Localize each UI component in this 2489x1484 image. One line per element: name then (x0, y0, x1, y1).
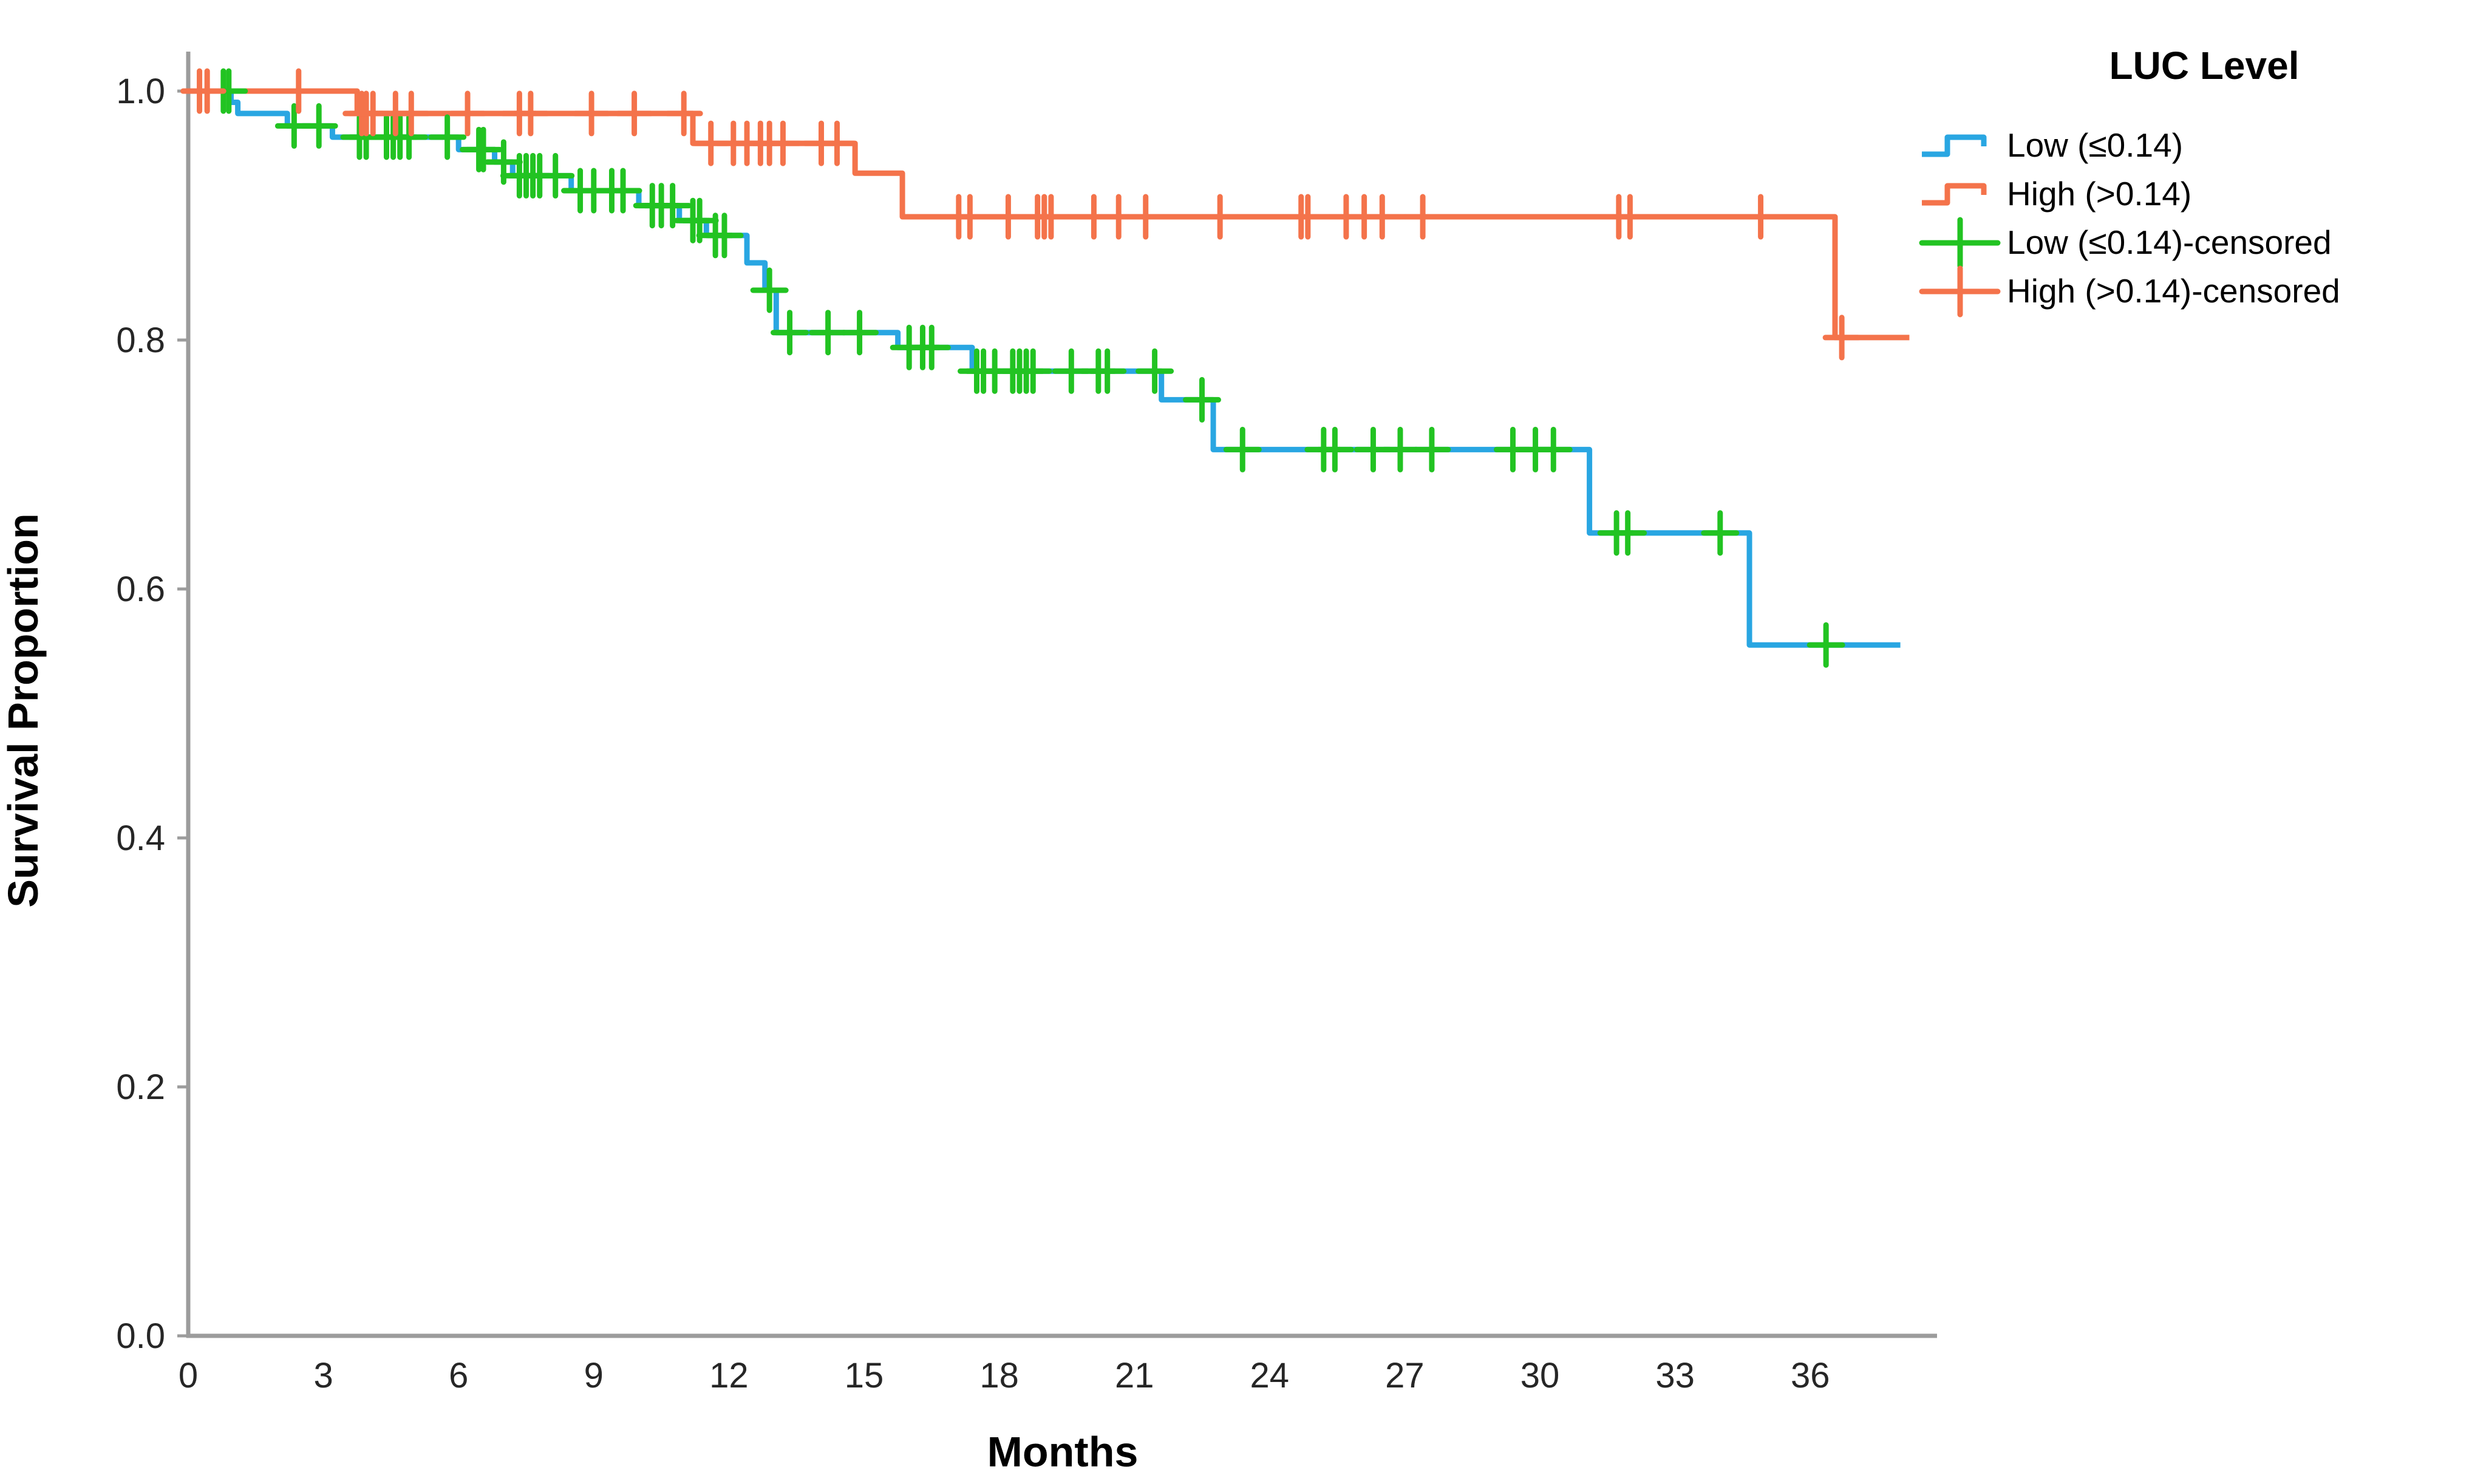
x-tick-label: 21 (1115, 1356, 1154, 1395)
legend-key-step-icon (1922, 134, 1987, 157)
legend-label-low: Low (≤0.14) (2007, 126, 2183, 164)
legend: LUC Level Low (≤0.14) High (>0.14) Low (… (1919, 44, 2340, 318)
x-tick-labels: 0 3 6 9 12 15 18 21 24 27 30 33 36 (179, 1356, 1830, 1395)
x-tick-label: 24 (1250, 1356, 1290, 1395)
y-tick-label: 0.0 (116, 1316, 165, 1356)
y-tick-label: 1.0 (116, 72, 165, 111)
x-axis-title: Months (987, 1428, 1139, 1475)
series-high-censor-marks (180, 68, 1861, 361)
x-tick-label: 9 (584, 1356, 604, 1395)
legend-label-low-censored: Low (≤0.14)-censored (2007, 223, 2332, 261)
x-tick-label: 12 (709, 1356, 749, 1395)
series-high-curve (188, 88, 1910, 341)
x-tick-label: 6 (449, 1356, 468, 1395)
plot-area: 1.00.80.60.40.20.0 0 3 6 9 12 15 18 21 24 27 30 33 3… (116, 52, 1937, 1395)
x-tick-label: 3 (313, 1356, 333, 1395)
x-tick-label: 18 (979, 1356, 1019, 1395)
y-tick-label: 0.4 (116, 819, 165, 858)
legend-label-high: High (>0.14) (2007, 175, 2191, 213)
legend-keys (1919, 134, 2001, 318)
low-series-path (188, 88, 1901, 648)
series-low-censor-marks (204, 68, 1845, 668)
x-tick-label: 27 (1385, 1356, 1425, 1395)
high-series-path (188, 88, 1910, 341)
y-tick-label: 0.6 (116, 570, 165, 609)
x-tick-label: 15 (845, 1356, 884, 1395)
y-tick-labels: 1.0 0.8 0.6 0.4 0.2 0.0 (116, 72, 165, 1356)
x-tick-label: 30 (1520, 1356, 1560, 1395)
legend-title: LUC Level (2109, 44, 2300, 87)
x-tick-label: 33 (1655, 1356, 1695, 1395)
series-low-curve (188, 88, 1901, 648)
legend-label-high-censored: High (>0.14)-censored (2007, 272, 2340, 310)
y-tick-label: 0.2 (116, 1067, 165, 1107)
legend-key-step-icon (1922, 183, 1987, 206)
y-tick-label: 0.8 (116, 321, 165, 360)
x-tick-label: 0 (179, 1356, 198, 1395)
x-tick-label: 36 (1791, 1356, 1830, 1395)
y-axis-title: Survival Proportion (0, 513, 47, 908)
